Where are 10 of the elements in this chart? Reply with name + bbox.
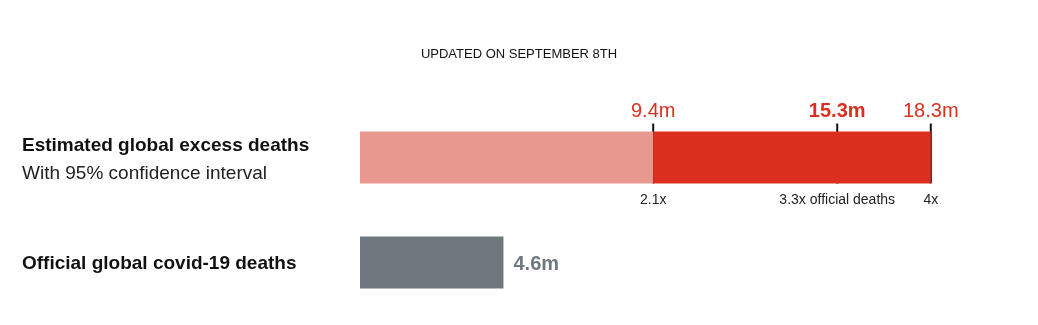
annotation: 3.3x official deaths — [779, 190, 896, 207]
annotation: 9.4m — [630, 98, 676, 121]
data-label: 4.6m — [513, 251, 560, 274]
chart-title: UPDATED ON SEPTEMBER 8TH — [420, 46, 618, 61]
annotation: 18.3m — [902, 98, 959, 121]
y-tick-label: Official global covid-19 deaths — [22, 252, 297, 273]
annotation: 2.1x — [639, 190, 667, 207]
ref-line-label: 15.3m — [808, 98, 866, 121]
annotation: 4x — [923, 190, 939, 207]
y-tick-label: Estimated global excess deaths With 95% confidence interval — [22, 134, 310, 183]
